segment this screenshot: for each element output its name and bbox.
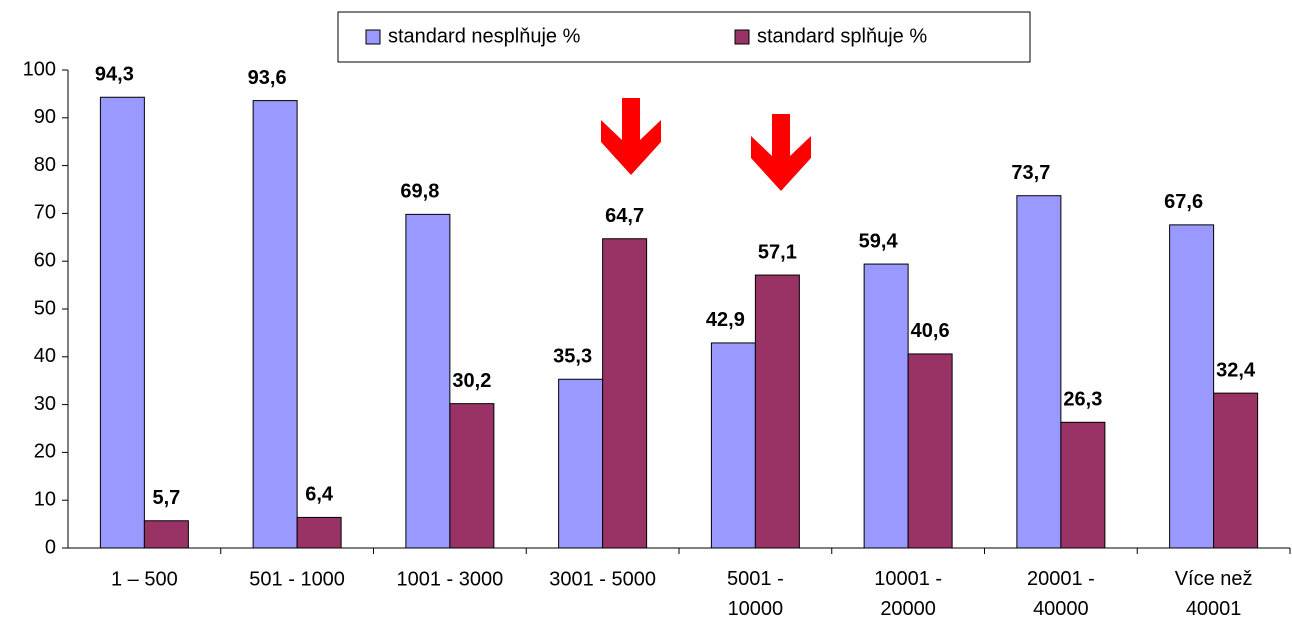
bar	[252, 100, 298, 549]
y-tick-label: 20	[34, 441, 56, 463]
value-label: 40,6	[911, 320, 950, 342]
bar	[754, 274, 800, 549]
bar	[863, 263, 909, 549]
y-tick-label: 30	[34, 393, 56, 415]
value-label: 42,9	[706, 309, 745, 331]
value-label: 5,7	[152, 487, 180, 509]
bar	[1016, 195, 1062, 549]
legend-swatch	[734, 29, 750, 45]
value-label: 6,4	[305, 484, 334, 506]
y-tick-label: 70	[34, 202, 56, 224]
value-label: 57,1	[758, 241, 797, 263]
y-tick-label: 60	[34, 249, 56, 271]
bar	[710, 342, 756, 549]
bar	[449, 403, 495, 549]
value-label: 69,8	[400, 181, 439, 203]
bar	[602, 238, 648, 549]
x-tick-label: 1 – 500	[111, 568, 178, 590]
bar	[1060, 421, 1106, 549]
x-tick-label: 3001 - 5000	[549, 568, 656, 590]
value-label: 94,3	[95, 64, 134, 86]
y-tick-label: 80	[34, 154, 56, 176]
value-label: 67,6	[1164, 191, 1203, 213]
legend-box	[337, 11, 1031, 63]
x-tick-label: 5001 -10000	[727, 568, 784, 619]
legend-swatch	[365, 29, 381, 45]
x-tick-label: 20001 -40000	[1027, 568, 1095, 619]
value-label: 32,4	[1216, 359, 1256, 381]
value-label: 59,4	[859, 230, 899, 252]
bar	[907, 353, 953, 549]
value-label: 73,7	[1011, 162, 1050, 184]
arrow	[601, 98, 661, 175]
x-tick-label: 10001 -20000	[874, 568, 942, 619]
bar	[405, 213, 451, 549]
arrow	[751, 114, 811, 191]
bar	[296, 516, 342, 549]
y-tick-label: 40	[34, 345, 56, 367]
value-label: 64,7	[605, 205, 644, 227]
y-tick-label: 0	[45, 536, 56, 558]
y-tick-label: 100	[23, 58, 56, 80]
value-label: 26,3	[1063, 389, 1102, 411]
value-label: 93,6	[248, 67, 287, 89]
bar	[143, 520, 189, 549]
bar	[1169, 224, 1215, 549]
bar	[99, 96, 145, 549]
x-tick-label: 1001 - 3000	[396, 568, 503, 590]
x-tick-label: Více než 40001	[1175, 568, 1253, 619]
legend-label: standard splňuje %	[757, 25, 927, 47]
y-tick-label: 10	[34, 488, 56, 510]
value-label: 30,2	[452, 370, 491, 392]
bar	[558, 378, 604, 549]
value-label: 35,3	[553, 346, 592, 368]
bar	[1213, 392, 1259, 549]
y-tick-label: 90	[34, 106, 56, 128]
y-tick-label: 50	[34, 297, 56, 319]
x-tick-label: 501 - 1000	[249, 568, 345, 590]
legend-label: standard nesplňuje %	[388, 25, 581, 47]
